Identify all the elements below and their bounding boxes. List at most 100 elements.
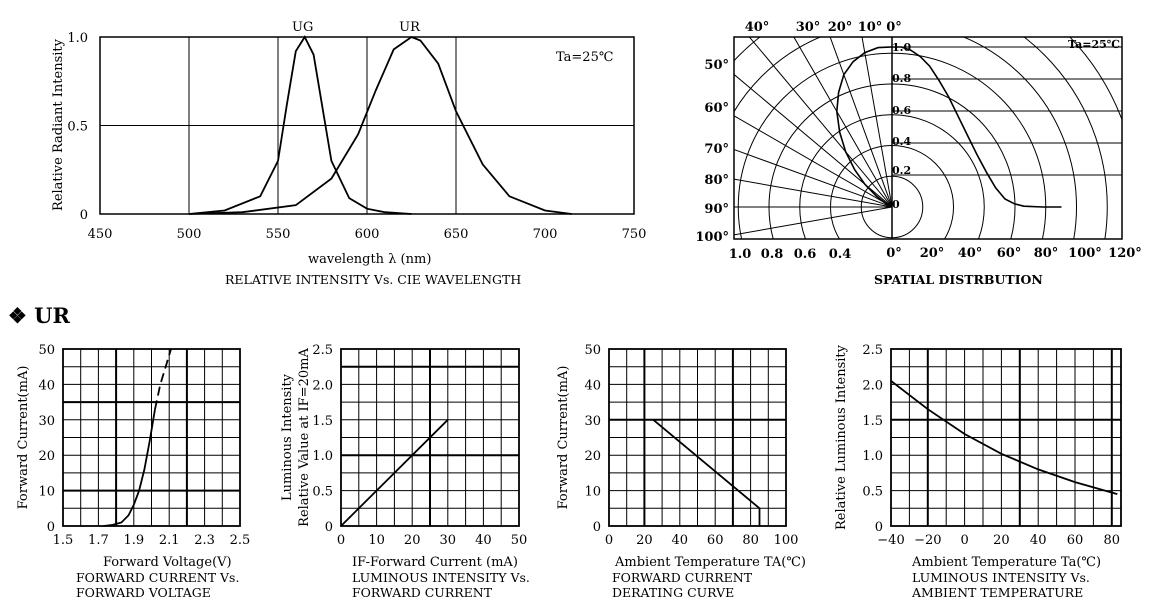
- x-tick-label: 20: [404, 533, 421, 548]
- luminous-temp-chart: −40 −20 0 20 40 60 80 0 0.5 1.0 1.5 2.0 2.5 Ambient T…: [834, 343, 1122, 600]
- chart-caption: FORWARD CURRENT: [352, 585, 493, 600]
- polar-series-line: [835, 46, 893, 208]
- angle-label: 70°: [704, 142, 729, 157]
- angle-label: 80°: [704, 173, 729, 188]
- x-tick-label: 60°: [997, 246, 1022, 261]
- spectrum-chart: 450 500 550 600 650 700 750 0 0.5 1.0 UG UR Ta=25℃ wa…: [51, 20, 646, 287]
- plot-frame: [62, 348, 241, 527]
- x-axis-title: Ambient Temperature TA(℃): [614, 555, 806, 570]
- series-line: [892, 46, 1062, 208]
- x-tick-label: 550: [266, 227, 291, 242]
- chart-caption: FORWARD VOLTAGE: [76, 585, 211, 600]
- plot-frame: [733, 36, 1123, 240]
- y-axis-title: Luminous Intensity: [280, 373, 295, 501]
- angle-label: 20°: [828, 20, 853, 35]
- x-tick-label: 40: [1030, 533, 1047, 548]
- x-tick-label: 650: [444, 227, 469, 242]
- radial-label: 0: [892, 198, 900, 211]
- y-tick-label: 0: [875, 520, 883, 535]
- y-tick-label: 2.5: [862, 343, 883, 358]
- x-tick-label: 0.4: [829, 247, 852, 262]
- chart-caption: SPATIAL DISTRBUTION: [874, 272, 1043, 287]
- x-tick-label: 600: [355, 227, 380, 242]
- x-tick-label: 50: [511, 533, 528, 548]
- x-tick-label: 100: [774, 533, 799, 548]
- spatial-chart: 40° 30° 20° 10° 0°50°60°70°80°90°100°1.00.80…: [695, 20, 1141, 287]
- x-tick-label: 40: [672, 533, 689, 548]
- polar-circle: [734, 37, 1108, 239]
- polar-spoke: [829, 37, 893, 208]
- chart-caption: FORWARD CURRENT: [612, 570, 753, 585]
- x-tick-label: 0: [605, 533, 613, 548]
- temperature-annotation: Ta=25℃: [556, 50, 613, 65]
- y-axis-title: Forward Current(mA): [556, 366, 571, 510]
- y-tick-label: 0.5: [312, 485, 333, 500]
- y-tick-label: 40: [38, 378, 55, 393]
- angle-label: 50°: [704, 58, 729, 73]
- x-axis-title: wavelength λ (nm): [308, 252, 431, 267]
- angle-label: 90°: [704, 202, 729, 217]
- x-tick-label: 20: [636, 533, 653, 548]
- x-tick-label: 750: [622, 227, 647, 242]
- plot-frame: [99, 36, 635, 215]
- x-axis-title: Ambient Temperature Ta(℃): [911, 555, 1101, 570]
- plot-frame: [340, 348, 520, 527]
- section-title: UR: [34, 303, 70, 328]
- y-tick-label: 0: [47, 520, 55, 535]
- radial-label: 0.6: [892, 104, 911, 117]
- angle-label: 30°: [796, 20, 821, 35]
- y-tick-label: 40: [584, 378, 601, 393]
- angle-label: 0°: [886, 20, 902, 35]
- chart-caption: AMBIENT TEMPERATURE: [911, 585, 1083, 600]
- x-tick-label: 60: [707, 533, 724, 548]
- y-tick-label: 1.5: [312, 414, 333, 429]
- y-tick-label: 2.0: [862, 378, 883, 393]
- polar-spoke: [734, 148, 893, 208]
- x-tick-label: 80°: [1034, 246, 1059, 261]
- y-axis-title: Relative Value at IF=20mA: [297, 348, 312, 527]
- x-tick-label: 1.9: [123, 533, 144, 548]
- polar-spoke: [748, 37, 893, 208]
- x-tick-label: 2.3: [194, 533, 215, 548]
- angle-label: 60°: [704, 101, 729, 116]
- x-tick-label: 1.5: [53, 533, 74, 548]
- series-line: [188, 35, 412, 215]
- y-tick-label: 10: [38, 485, 55, 500]
- x-tick-label: 500: [177, 227, 202, 242]
- chart-caption: RELATIVE INTENSITY Vs. CIE WAVELENGTH: [225, 272, 521, 287]
- polar-spoke: [734, 206, 893, 236]
- chart-caption: DERATING CURVE: [612, 585, 734, 600]
- x-tick-label: 20°: [920, 246, 945, 261]
- angle-label: 10°: [858, 20, 883, 35]
- x-tick-label: 40°: [958, 246, 983, 261]
- x-tick-label: 2.1: [159, 533, 180, 548]
- x-axis-title: IF-Forward Current (mA): [352, 555, 518, 570]
- x-tick-label: 80: [1104, 533, 1121, 548]
- x-tick-label: 30: [440, 533, 457, 548]
- x-tick-label: 1.0: [729, 247, 752, 262]
- temperature-annotation: Ta=25℃: [1068, 38, 1120, 51]
- y-tick-label: 1.0: [862, 449, 883, 464]
- x-tick-label: 0: [337, 533, 345, 548]
- x-tick-label: −40: [877, 533, 904, 548]
- y-tick-label: 1.5: [862, 414, 883, 429]
- series-line: [154, 348, 172, 410]
- luminous-current-chart: 0 10 20 30 40 50 0 0.5 1.0 1.5 2.0 2.5 IF-Forward Cu…: [280, 343, 530, 600]
- series-line: [340, 419, 449, 527]
- y-tick-label: 0: [80, 208, 88, 223]
- polar-spoke: [734, 115, 893, 208]
- derating-chart: 0 20 40 60 80 100 0 10 20 30 40 50 Ambient Temperatu…: [556, 343, 806, 600]
- series-line: [103, 409, 156, 527]
- y-tick-label: 0: [593, 520, 601, 535]
- x-axis-title: Forward Voltage(V): [103, 555, 232, 570]
- x-tick-label: 0: [960, 533, 968, 548]
- x-tick-label: 2.5: [230, 533, 251, 548]
- series-line: [652, 419, 761, 526]
- y-tick-label: 0.5: [67, 120, 88, 135]
- polar-spoke: [734, 178, 893, 208]
- y-axis-title: Forward Current(mA): [16, 366, 31, 510]
- polar-spoke: [861, 37, 893, 208]
- angle-label: 100°: [695, 230, 729, 245]
- y-axis-title: Relative Radiant Intensity: [51, 38, 66, 211]
